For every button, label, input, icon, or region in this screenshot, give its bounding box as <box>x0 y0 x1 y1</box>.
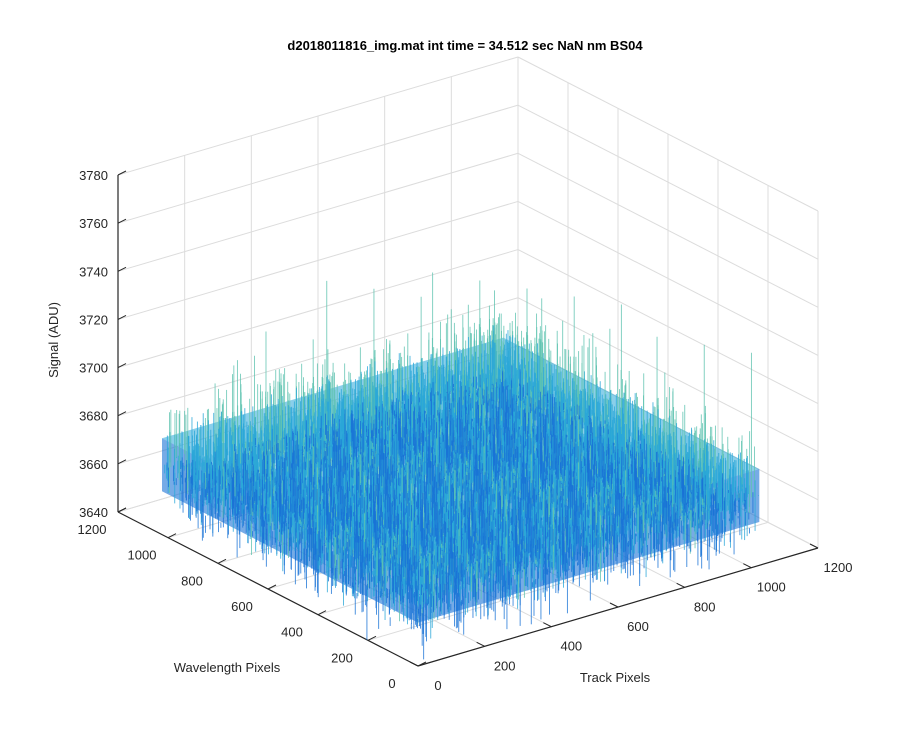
grid-line <box>517 152 819 308</box>
x-tick-mark <box>809 543 819 549</box>
x-tick-mark <box>609 602 619 608</box>
x-tick-mark <box>676 582 685 588</box>
z-tick-mark <box>117 459 127 465</box>
grid-line <box>117 56 519 176</box>
x-tick-mark <box>476 641 485 647</box>
x-tick-mark <box>409 661 419 667</box>
axes-box <box>117 170 819 667</box>
grid-line <box>117 249 519 369</box>
grid-line <box>517 104 819 260</box>
y-tick-mark <box>317 610 327 616</box>
grid-line <box>117 104 519 224</box>
x-tick-mark <box>743 563 752 569</box>
z-tick-mark <box>117 170 127 176</box>
grid-line <box>117 200 519 320</box>
grid-line <box>517 56 819 212</box>
y-tick-mark <box>417 661 427 667</box>
z-tick-mark <box>117 507 127 513</box>
surface-data <box>162 272 760 660</box>
y-tick-mark <box>217 558 227 564</box>
z-tick-mark <box>117 363 127 369</box>
z-tick-mark <box>117 266 127 272</box>
grid-line <box>517 249 819 405</box>
x-tick-mark <box>543 622 552 628</box>
y-tick-mark <box>167 533 177 539</box>
z-tick-mark <box>117 218 127 224</box>
y-tick-mark <box>267 584 277 590</box>
y-tick-mark <box>367 635 377 641</box>
z-tick-mark <box>117 314 127 320</box>
grid-line <box>117 152 519 272</box>
grid-line <box>517 297 819 453</box>
z-tick-mark <box>117 411 127 417</box>
grid-line <box>517 200 819 356</box>
